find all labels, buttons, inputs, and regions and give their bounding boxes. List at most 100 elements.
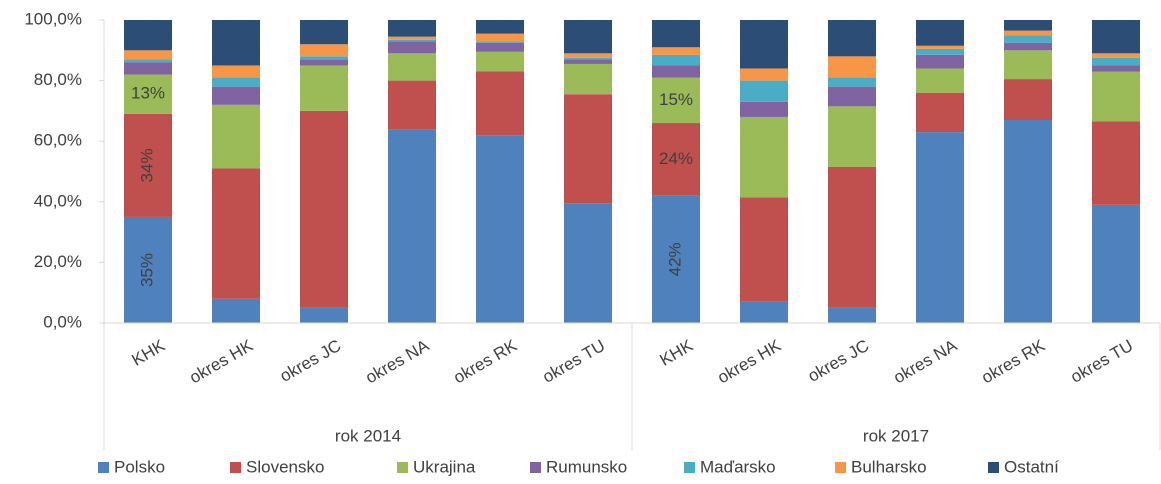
bar-segment (1004, 30, 1052, 36)
bar-segment (476, 20, 524, 34)
data-label: 13% (131, 84, 165, 103)
bar-segment (828, 56, 876, 78)
legend-label: Ostatní (1004, 457, 1059, 476)
bar-segment (652, 20, 700, 48)
legend-swatch (98, 462, 109, 473)
data-label: 24% (659, 149, 693, 168)
group-label: rok 2014 (335, 426, 401, 445)
bar-segment (916, 132, 964, 323)
bar-segment (476, 51, 524, 72)
bar-segment (300, 56, 348, 60)
bar-segment (388, 36, 436, 40)
legend-swatch (230, 462, 241, 473)
x-tick-label: okres HK (714, 336, 785, 388)
group-label: rok 2017 (863, 426, 929, 445)
bar-segment (212, 65, 260, 78)
bar-segment (740, 301, 788, 323)
bar-segment (300, 110, 348, 308)
bar-segment (564, 20, 612, 54)
bar-segment (388, 129, 436, 323)
bar-segment (212, 86, 260, 105)
bar-segment (652, 65, 700, 78)
x-tick-label: KHK (128, 336, 168, 370)
x-tick-label: okres HK (186, 336, 257, 388)
bar-segment (1092, 65, 1140, 72)
bar-segment (916, 92, 964, 133)
bar-segment (388, 80, 436, 130)
bar-segment (476, 41, 524, 43)
data-label: 34% (137, 148, 156, 182)
bar-segment (564, 63, 612, 95)
bar-segment (564, 59, 612, 64)
bar-segment (916, 48, 964, 55)
bar-segment (916, 54, 964, 69)
bar-segment (740, 80, 788, 102)
bar-segment (1004, 50, 1052, 80)
x-tick-label: okres JC (277, 336, 345, 386)
bar-segment (476, 71, 524, 136)
bar-segment (828, 86, 876, 107)
bar-segment (476, 135, 524, 323)
bar-segment (1092, 71, 1140, 122)
y-tick-label: 20,0% (34, 252, 82, 271)
bar-segment (212, 20, 260, 66)
bar-segment (476, 33, 524, 42)
bar-segment (300, 20, 348, 45)
bar-segment (388, 20, 436, 37)
bar-segment (124, 59, 172, 63)
data-label: 15% (659, 90, 693, 109)
x-tick-label: okres NA (890, 336, 961, 388)
bar-segment (916, 68, 964, 93)
bar-segment (652, 77, 700, 124)
bar-segment (1004, 119, 1052, 324)
y-tick-label: 100,0% (24, 9, 82, 28)
legend-label: Slovensko (246, 457, 324, 476)
bar-segment (828, 20, 876, 57)
bar-segment (1092, 121, 1140, 205)
bar-segment (124, 74, 172, 114)
x-tick-label: okres TU (539, 336, 608, 387)
bar-segment (1004, 20, 1052, 31)
bar-segment (1004, 79, 1052, 120)
bar-segment (740, 116, 788, 198)
bar-segment (300, 307, 348, 323)
data-label: 35% (137, 253, 156, 287)
y-tick-label: 80,0% (34, 70, 82, 89)
bar-segment (740, 20, 788, 69)
bar-segment (1092, 57, 1140, 66)
bar-segment (564, 53, 612, 58)
bar-segment (652, 54, 700, 66)
bar-segment (916, 20, 964, 46)
bar-segment (1092, 20, 1140, 54)
x-tick-label: okres RK (978, 336, 1049, 388)
bar-segment (212, 77, 260, 87)
legend-swatch (988, 462, 999, 473)
legend-label: Maďarsko (700, 457, 776, 476)
bar-segment (652, 47, 700, 55)
y-tick-label: 40,0% (34, 191, 82, 210)
bar-segment (124, 50, 172, 60)
bar-segment (388, 41, 436, 54)
bar-segment (564, 94, 612, 204)
legend-swatch (397, 462, 408, 473)
bar-segment (300, 44, 348, 57)
bar-segment (740, 68, 788, 81)
bar-segment (828, 166, 876, 308)
bar-segment (740, 197, 788, 302)
bar-segment (1092, 53, 1140, 58)
bar-segment (564, 203, 612, 323)
x-tick-label: okres TU (1067, 336, 1136, 387)
bar-segment (828, 106, 876, 167)
bar-segment (476, 42, 524, 52)
bar-segment (740, 101, 788, 117)
bar-segment (828, 307, 876, 323)
bar-segment (212, 168, 260, 299)
legend-swatch (530, 462, 541, 473)
bar-segment (124, 216, 172, 323)
legend-swatch (835, 462, 846, 473)
x-tick-label: okres RK (450, 336, 521, 388)
bar-segment (916, 45, 964, 49)
bar-segment (124, 113, 172, 217)
bar-segment (828, 77, 876, 87)
